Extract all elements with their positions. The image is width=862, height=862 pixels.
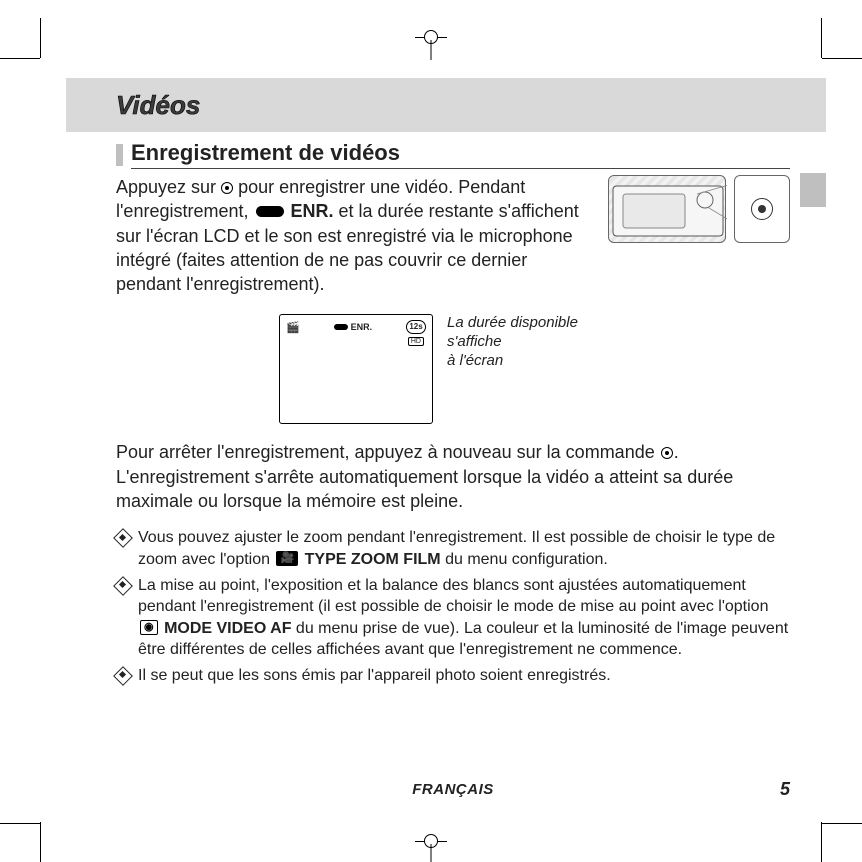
lcd-caption: La durée disponible s'affiche à l'écran	[447, 314, 627, 370]
zoom-type-icon: 🎥	[276, 551, 298, 566]
lcd-topbar: 🎬 ENR. 12s	[286, 320, 426, 334]
camera-svg	[609, 176, 727, 244]
lcd-screen: 🎬 ENR. 12s HD	[279, 314, 433, 424]
crop-mark	[40, 18, 41, 58]
lcd-time-remaining: 12s	[406, 320, 426, 334]
record-button-icon	[661, 447, 673, 459]
list-item: Vous pouvez ajuster le zoom pendant l'en…	[116, 527, 790, 570]
list-item: La mise au point, l'exposition et la bal…	[116, 575, 790, 661]
intro-row: Appuyez sur pour enregistrer une vidéo. …	[116, 175, 790, 296]
lcd-enr-text: ENR.	[351, 322, 373, 332]
side-tab	[800, 173, 826, 207]
camera-button-closeup	[734, 175, 790, 243]
bullet2-bold: MODE VIDEO AF	[164, 620, 291, 637]
bullet2-a: La mise au point, l'exposition et la bal…	[138, 577, 768, 616]
bullet3: Il se peut que les sons émis par l'appar…	[138, 667, 611, 684]
video-mode-icon: 🎬	[286, 321, 300, 334]
record-indicator-icon	[256, 206, 284, 217]
bullet1-bold: TYPE ZOOM FILM	[305, 551, 441, 568]
list-item: Il se peut que les sons émis par l'appar…	[116, 665, 790, 687]
lcd-example: 🎬 ENR. 12s HD La durée disponible s'affi…	[116, 314, 790, 424]
record-button-icon	[221, 182, 233, 194]
crop-mark	[821, 18, 822, 58]
crop-mark	[431, 844, 432, 862]
para2-a: Pour arrêter l'enregistrement, appuyez à…	[116, 442, 660, 462]
record-button-ring-icon	[751, 198, 773, 220]
notes-list: Vous pouvez ajuster le zoom pendant l'en…	[116, 527, 790, 686]
rec-pill-icon	[334, 324, 348, 330]
page-footer: FRANÇAIS 5	[116, 781, 790, 798]
stop-paragraph: Pour arrêter l'enregistrement, appuyez à…	[116, 440, 790, 513]
page-number: 5	[780, 779, 790, 800]
crop-mark	[822, 58, 862, 59]
chapter-header: Vidéos	[66, 78, 826, 132]
crop-mark	[821, 822, 822, 862]
enr-label: ENR.	[291, 201, 334, 221]
section-heading: Enregistrement de vidéos	[116, 140, 790, 169]
content: Enregistrement de vidéos Appuyez sur pou…	[116, 140, 790, 691]
camera-body-icon	[608, 175, 726, 243]
crop-mark	[431, 40, 432, 60]
crop-mark	[40, 822, 41, 862]
lcd-recording-indicator: ENR.	[334, 322, 373, 332]
lcd-caption-l1: La durée disponible s'affiche	[447, 314, 578, 350]
intro-paragraph: Appuyez sur pour enregistrer une vidéo. …	[116, 175, 594, 296]
section-title: Enregistrement de vidéos	[131, 140, 790, 169]
crop-mark	[0, 823, 40, 824]
lcd-caption-l2: à l'écran	[447, 352, 503, 369]
bullet1-b: du menu configuration.	[441, 551, 608, 568]
section-bar-icon	[116, 144, 123, 166]
crop-mark	[0, 58, 40, 59]
intro-text-1: Appuyez sur	[116, 177, 221, 197]
camera-illustration	[608, 175, 790, 296]
af-mode-icon: ◉	[140, 620, 158, 635]
page: Vidéos Enregistrement de vidéos Appuyez …	[0, 0, 862, 862]
chapter-title: Vidéos	[116, 90, 200, 121]
crop-mark	[822, 823, 862, 824]
footer-language: FRANÇAIS	[412, 781, 494, 798]
lcd-hd-badge: HD	[408, 337, 424, 346]
